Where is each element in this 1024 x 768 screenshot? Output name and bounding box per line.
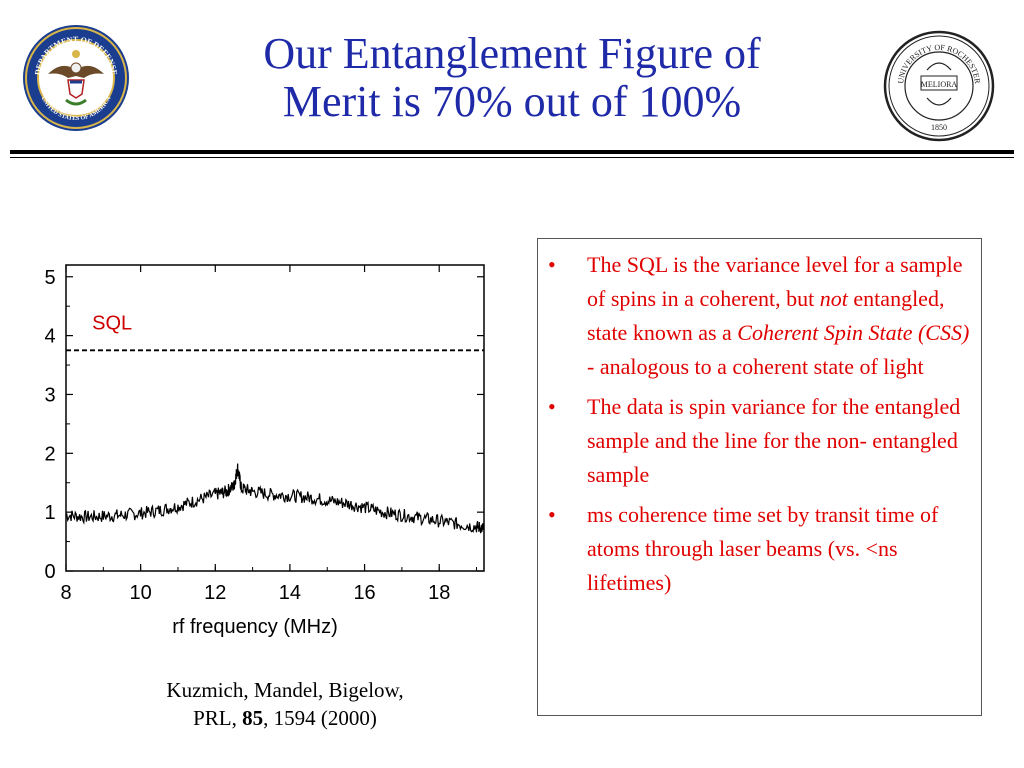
x-tick-label: 16 bbox=[353, 582, 375, 604]
citation-journal: PRL, bbox=[193, 706, 243, 730]
bullet-text: analogous to a coherent state of light bbox=[594, 354, 924, 379]
bullet-text: entangled, state known as a bbox=[587, 286, 945, 345]
x-tick-label: 18 bbox=[428, 582, 450, 604]
citation-pages-year: , 1594 (2000) bbox=[263, 706, 377, 730]
rochester-seal-icon: UNIVERSITY OF ROCHESTER MELIORA 1850 bbox=[883, 30, 995, 142]
bullet-list: • The SQL is the variance level for a sa… bbox=[544, 248, 974, 606]
bullet-marker: • bbox=[548, 394, 556, 419]
x-tick-label: 10 bbox=[130, 582, 152, 604]
x-tick-label: 12 bbox=[204, 582, 226, 604]
y-tick-label: 4 bbox=[44, 326, 55, 348]
bullet-text: The data is spin variance for the entang… bbox=[587, 394, 961, 487]
y-tick-label: 1 bbox=[44, 502, 55, 524]
citation-caption: Kuzmich, Mandel, Bigelow, PRL, 85, 1594 … bbox=[100, 676, 470, 732]
rochester-seal-motto: MELIORA bbox=[921, 80, 958, 89]
title-line-1: Our Entanglement Figure of bbox=[263, 29, 761, 78]
title-divider-thin bbox=[10, 157, 1014, 158]
y-tick-label: 5 bbox=[44, 267, 55, 289]
citation-line-2: PRL, 85, 1594 (2000) bbox=[100, 704, 470, 732]
bullet-text: ms coherence time set by transit time of… bbox=[587, 502, 939, 595]
dod-seal-icon: DEPARTMENT OF DEFENSE UNITED STATES OF A… bbox=[23, 25, 129, 131]
y-tick-label: 0 bbox=[44, 561, 55, 583]
plot-frame bbox=[65, 264, 485, 572]
citation-line-1: Kuzmich, Mandel, Bigelow, bbox=[166, 678, 404, 702]
bullet-marker: • bbox=[548, 252, 556, 277]
bullet-item-coherence: • ms coherence time set by transit time … bbox=[544, 498, 974, 600]
spin-variance-trace bbox=[65, 463, 485, 534]
y-tick-label: 2 bbox=[44, 443, 55, 465]
slide-title: Our Entanglement Figure of Merit is 70% … bbox=[150, 30, 874, 126]
bullet-emphasis: not bbox=[819, 286, 848, 311]
sql-annotation: SQL bbox=[92, 313, 132, 335]
bullet-item-sql: • The SQL is the variance level for a sa… bbox=[544, 248, 974, 384]
x-tick-label: 8 bbox=[60, 582, 71, 604]
y-tick-label: 3 bbox=[44, 384, 55, 406]
x-axis-label: rf frequency (MHz) bbox=[172, 616, 338, 638]
bullet-item-data: • The data is spin variance for the enta… bbox=[544, 390, 974, 492]
bullet-text: The SQL is the variance level for a samp… bbox=[587, 252, 963, 311]
citation-volume: 85 bbox=[242, 706, 264, 730]
bullet-marker: • bbox=[548, 502, 556, 527]
bullet-text-box bbox=[537, 238, 982, 716]
rochester-seal-year: 1850 bbox=[931, 123, 947, 132]
x-tick-label: 14 bbox=[279, 582, 301, 604]
title-divider-thick bbox=[10, 150, 1014, 154]
title-line-2: Merit is 70% out of 100% bbox=[282, 77, 742, 126]
bullet-emphasis: Coherent Spin State (CSS) - bbox=[587, 320, 970, 379]
